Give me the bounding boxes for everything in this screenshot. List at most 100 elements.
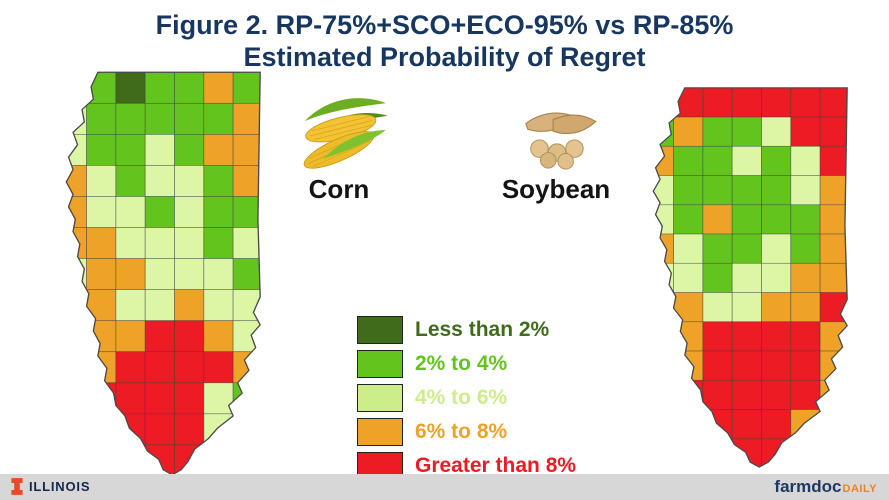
county-cell xyxy=(653,438,674,468)
county-cell xyxy=(66,227,87,259)
county-cell xyxy=(790,379,821,410)
county-cell xyxy=(761,175,792,206)
county-cell xyxy=(66,289,87,322)
county-cell xyxy=(115,227,146,259)
county-cell xyxy=(790,145,821,176)
soybean-choropleth-map xyxy=(652,87,848,468)
county-cell xyxy=(144,165,175,197)
county-cell xyxy=(673,350,704,381)
county-cell xyxy=(761,116,792,147)
county-cell xyxy=(790,292,821,323)
county-cell xyxy=(86,134,117,166)
county-cell xyxy=(86,165,117,197)
county-cell xyxy=(819,292,848,323)
county-cell xyxy=(673,379,704,410)
county-cell xyxy=(761,292,792,323)
county-cell xyxy=(819,379,848,410)
farmdoc-wordmark: farmdoc xyxy=(774,477,842,496)
county-cell xyxy=(144,227,175,259)
county-cell xyxy=(232,289,261,322)
illinois-outline xyxy=(652,87,848,468)
county-cell xyxy=(174,227,205,259)
county-cell xyxy=(66,72,87,104)
county-cell xyxy=(232,444,261,475)
map-legend: Less than 2% 2% to 4% 4% to 6% 6% to 8% … xyxy=(357,316,576,486)
county-cell xyxy=(203,196,234,228)
county-cell xyxy=(203,289,234,322)
legend-label: Less than 2% xyxy=(415,318,550,341)
county-cell xyxy=(673,116,704,147)
county-cell xyxy=(653,292,674,323)
county-cell xyxy=(731,175,762,206)
county-cell xyxy=(174,382,205,415)
county-cell xyxy=(819,409,848,440)
corn-county-cells xyxy=(66,72,261,475)
county-cell xyxy=(174,102,205,135)
county-cell xyxy=(731,116,762,147)
county-cell xyxy=(653,262,674,293)
county-cell xyxy=(790,87,821,118)
county-cell xyxy=(790,262,821,293)
county-cell xyxy=(673,145,704,176)
county-cell xyxy=(174,320,205,353)
figure-title: Figure 2. RP-75%+SCO+ECO-95% vs RP-85% E… xyxy=(0,10,889,74)
county-cell xyxy=(115,258,146,290)
county-cell xyxy=(86,289,117,322)
county-cell xyxy=(203,258,234,290)
soybean-map-label: Soybean xyxy=(501,174,611,204)
county-cell xyxy=(144,382,175,415)
county-cell xyxy=(790,321,821,352)
county-cell xyxy=(819,204,848,235)
county-cell xyxy=(203,72,234,104)
corn-icon xyxy=(285,88,393,174)
county-cell xyxy=(115,382,146,415)
county-cell xyxy=(819,175,848,206)
county-cell xyxy=(761,87,792,118)
county-cell xyxy=(232,134,261,166)
county-cell xyxy=(653,321,674,352)
county-cell xyxy=(761,379,792,410)
county-cell xyxy=(66,258,87,290)
legend-label: 6% to 8% xyxy=(415,420,508,443)
county-cell xyxy=(819,87,848,118)
legend-item-4-to-6: 4% to 6% xyxy=(357,384,576,412)
county-cell xyxy=(115,289,146,322)
county-cell xyxy=(66,382,87,415)
county-cell xyxy=(731,292,762,323)
county-cell xyxy=(653,233,674,264)
county-cell xyxy=(790,233,821,264)
illinois-outline xyxy=(65,71,261,476)
county-cell xyxy=(174,134,205,166)
legend-swatch xyxy=(357,384,403,412)
county-cell xyxy=(702,262,733,293)
county-cell xyxy=(702,116,733,147)
county-cell xyxy=(673,409,704,440)
farmdoc-daily-logo: farmdoc DAILY xyxy=(774,477,877,497)
county-cell xyxy=(203,227,234,259)
county-cell xyxy=(819,145,848,176)
county-cell xyxy=(731,87,762,118)
figure-title-line2: Estimated Probability of Regret xyxy=(243,41,646,72)
county-cell xyxy=(232,227,261,259)
county-cell xyxy=(790,409,821,440)
county-cell xyxy=(761,350,792,381)
footer-band xyxy=(0,474,889,500)
county-cell xyxy=(66,444,87,475)
county-cell xyxy=(66,351,87,384)
county-cell xyxy=(86,382,117,415)
county-cell xyxy=(673,175,704,206)
corn-choropleth-map xyxy=(65,71,261,476)
county-cell xyxy=(232,320,261,353)
county-cell xyxy=(203,320,234,353)
county-cell xyxy=(702,321,733,352)
county-cell xyxy=(790,350,821,381)
legend-item-2-to-4: 2% to 4% xyxy=(357,350,576,378)
soybean-county-cells xyxy=(653,87,848,468)
county-cell xyxy=(174,351,205,384)
county-cell xyxy=(115,320,146,353)
legend-swatch xyxy=(357,350,403,378)
county-cell xyxy=(673,233,704,264)
county-cell xyxy=(115,351,146,384)
county-cell xyxy=(203,382,234,415)
